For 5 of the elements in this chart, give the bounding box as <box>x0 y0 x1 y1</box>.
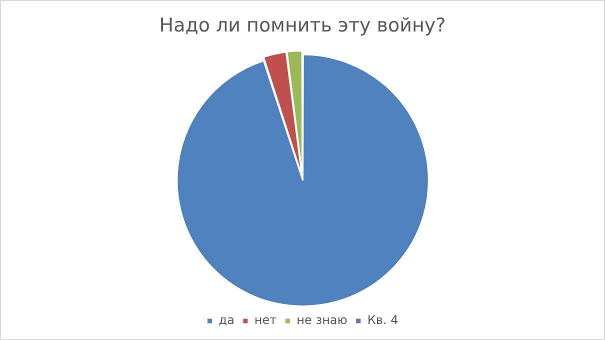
legend-label: нет <box>254 313 277 328</box>
legend-label: Кв. 4 <box>367 313 398 328</box>
chart-title: Надо ли помнить эту войну? <box>159 14 446 36</box>
legend-label: не знаю <box>296 313 348 328</box>
legend-label: да <box>218 313 234 328</box>
